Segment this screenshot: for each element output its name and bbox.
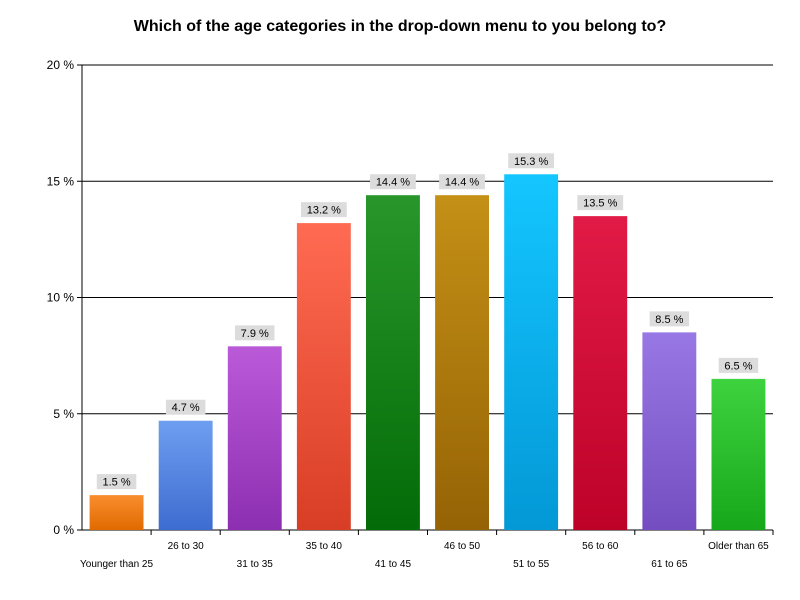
chart-title: Which of the age categories in the drop-… bbox=[133, 18, 667, 35]
data-label-bg bbox=[370, 174, 416, 190]
bar bbox=[89, 495, 144, 530]
data-label: 13.2 % bbox=[307, 205, 341, 217]
data-label: 14.4 % bbox=[445, 177, 479, 189]
y-tick-label: 15 % bbox=[47, 174, 75, 188]
x-tick-label: 56 to 60 bbox=[582, 541, 619, 552]
data-label-bg bbox=[439, 174, 485, 190]
x-tick-label: 61 to 65 bbox=[651, 559, 688, 570]
x-tick-label: 26 to 30 bbox=[168, 541, 205, 552]
data-label: 6.5 % bbox=[724, 360, 752, 372]
bar bbox=[642, 332, 697, 530]
data-label-bg bbox=[300, 202, 347, 218]
data-label: 8.5 % bbox=[655, 314, 683, 326]
data-label: 15.3 % bbox=[514, 156, 548, 168]
data-label-bg bbox=[649, 311, 690, 327]
data-label-bg bbox=[718, 357, 759, 373]
data-label-bg bbox=[508, 153, 555, 169]
x-tick-label: 51 to 55 bbox=[513, 559, 550, 570]
y-tick-label: 5 % bbox=[53, 407, 74, 421]
x-tick-label: 35 to 40 bbox=[306, 541, 343, 552]
bar bbox=[711, 378, 766, 530]
bar bbox=[158, 420, 213, 530]
data-label-bg bbox=[96, 474, 137, 490]
bar bbox=[504, 174, 559, 530]
data-label: 14.4 % bbox=[376, 177, 410, 189]
data-label-bg bbox=[235, 325, 275, 341]
bar bbox=[227, 346, 282, 530]
y-tick-label: 0 % bbox=[53, 523, 74, 537]
y-tick-label: 10 % bbox=[47, 291, 75, 305]
bar bbox=[435, 195, 489, 530]
data-label: 13.5 % bbox=[583, 198, 617, 210]
x-tick-label: 41 to 45 bbox=[375, 559, 412, 570]
x-tick-label: 31 to 35 bbox=[237, 559, 274, 570]
data-label: 1.5 % bbox=[102, 477, 130, 489]
bar bbox=[366, 195, 420, 530]
y-tick-label: 20 % bbox=[47, 58, 75, 72]
data-label: 4.7 % bbox=[172, 402, 200, 414]
data-label-bg bbox=[577, 195, 624, 211]
x-tick-label: 46 to 50 bbox=[444, 541, 481, 552]
x-tick-label: Older than 65 bbox=[708, 541, 769, 552]
bar bbox=[573, 216, 628, 530]
data-label: 7.9 % bbox=[241, 328, 269, 340]
x-tick-label: Younger than 25 bbox=[80, 559, 153, 570]
data-label-bg bbox=[165, 399, 206, 415]
bar bbox=[296, 223, 351, 530]
